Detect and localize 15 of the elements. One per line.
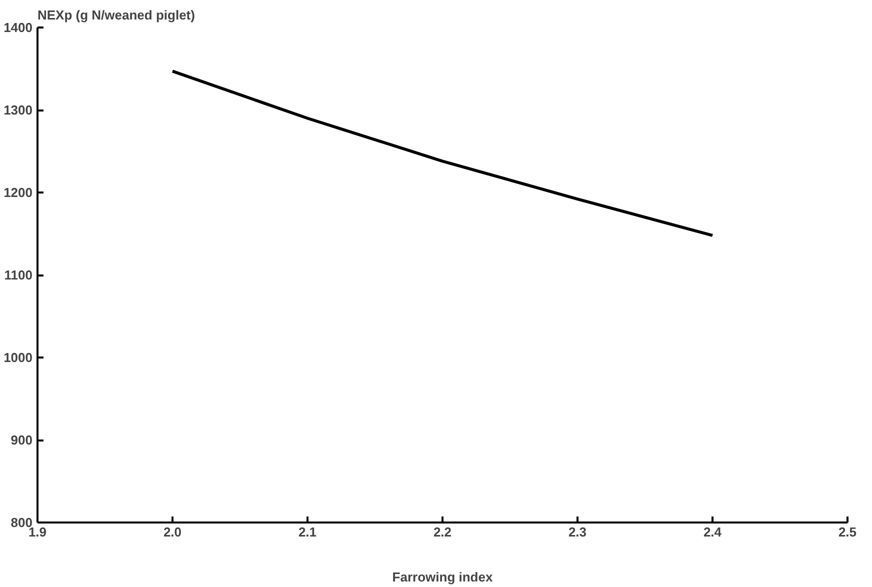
y-axis-title: NEXp (g N/weaned piglet) bbox=[38, 8, 195, 22]
x-tick-label: 2.2 bbox=[433, 524, 452, 540]
y-tick-label: 900 bbox=[10, 432, 33, 448]
x-tick-label: 2.0 bbox=[163, 524, 182, 540]
x-tick-label: 2.4 bbox=[703, 524, 722, 540]
y-tick-label: 1000 bbox=[4, 350, 32, 365]
x-tick-label: 2.1 bbox=[298, 524, 317, 540]
x-axis-title: Farrowing index bbox=[392, 570, 494, 584]
x-tick-label: 2.5 bbox=[838, 524, 857, 540]
y-tick-label: 1400 bbox=[4, 20, 32, 35]
line-series bbox=[171, 70, 714, 237]
y-tick-label: 1200 bbox=[4, 185, 32, 200]
x-tick-label: 2.3 bbox=[568, 524, 587, 540]
y-tick-label: 1300 bbox=[4, 102, 32, 118]
y-tick-label: 1100 bbox=[4, 268, 32, 282]
